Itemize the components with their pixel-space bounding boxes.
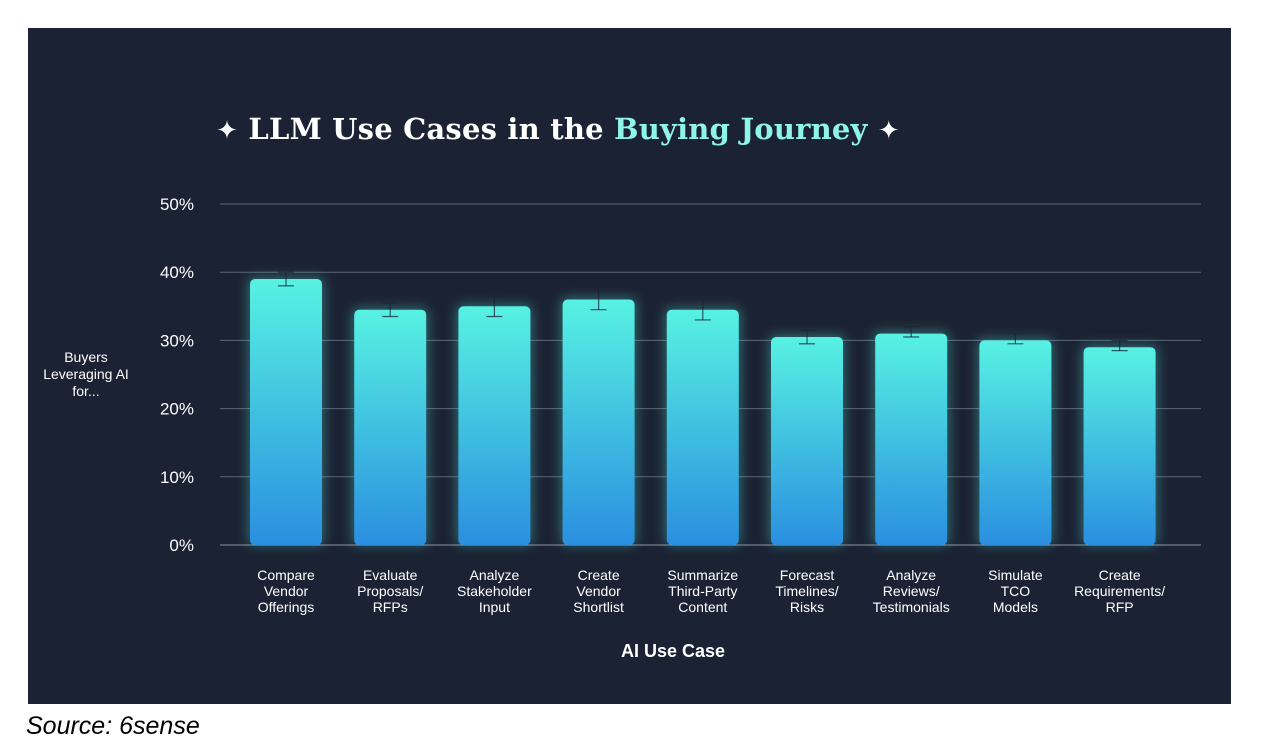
- bar: [562, 299, 635, 545]
- x-tick-label: Simulate TCO Models: [988, 567, 1043, 615]
- error-bar: [799, 329, 815, 345]
- x-tick-label: Compare Vendor Offerings: [257, 567, 315, 615]
- bar: [666, 309, 739, 545]
- error-bar: [486, 295, 503, 318]
- bar: [1083, 347, 1156, 545]
- title-highlight: Buying Journey: [614, 112, 868, 146]
- bar: [458, 306, 531, 545]
- error-bar: [694, 298, 711, 321]
- bar: [354, 309, 427, 545]
- error-bars: [278, 271, 1128, 352]
- bars: [248, 277, 1158, 545]
- error-bar: [1111, 339, 1128, 352]
- y-tick-label: 50%: [160, 195, 194, 214]
- x-axis-label: AI Use Case: [621, 641, 725, 661]
- x-tick-label: Create Requirements/RFP: [1074, 567, 1165, 615]
- x-tick-label: Analyze Reviews/Testimonials: [873, 567, 950, 615]
- error-bar: [1007, 332, 1024, 345]
- sparkle-icon: ✦: [216, 116, 239, 146]
- x-tick-label: Create Vendor Shortlist: [573, 567, 624, 615]
- error-bar: [903, 326, 920, 338]
- source-caption: Source: 6sense: [26, 712, 200, 740]
- x-tick-label: Forecast Timelines/Risks: [775, 567, 838, 615]
- y-axis-label: Buyers Leveraging AI for...: [43, 349, 129, 399]
- y-tick-labels: 0% 10% 20% 30% 40% 50%: [160, 195, 194, 555]
- title-text: LLM Use Cases in the: [248, 112, 615, 146]
- y-tick-label: 30%: [160, 331, 194, 350]
- error-bar: [590, 285, 607, 311]
- chart-title: ✦ LLM Use Cases in the Buying Journey ✦: [28, 112, 1088, 146]
- y-tick-label: 20%: [160, 400, 194, 419]
- y-tick-label: 40%: [160, 263, 194, 282]
- bar-chart: 0% 10% 20% 30% 40% 50% Compare Vendor Offerings…: [43, 195, 1201, 661]
- error-bar: [382, 302, 399, 318]
- error-bar: [278, 271, 294, 287]
- bar: [979, 340, 1052, 545]
- bar: [771, 336, 843, 545]
- x-tick-label: Evaluate Proposals/RFPs: [357, 567, 423, 615]
- bar: [250, 279, 322, 545]
- bar: [875, 333, 948, 545]
- y-tick-label: 10%: [160, 468, 194, 487]
- x-tick-label: Summarize Third-Party Content: [667, 567, 738, 615]
- chart-panel: ✦ LLM Use Cases in the Buying Journey ✦ …: [28, 28, 1231, 704]
- y-tick-label: 0%: [169, 536, 194, 555]
- x-tick-labels: Compare Vendor Offerings Evaluate Proposals/…: [257, 567, 1165, 615]
- sparkle-icon: ✦: [877, 116, 900, 146]
- x-tick-label: Analyze Stakeholder Input: [457, 567, 532, 615]
